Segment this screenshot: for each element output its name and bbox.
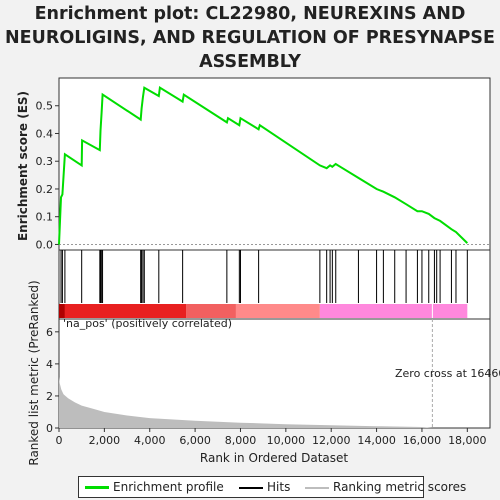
metric-ytick-label: 0	[46, 422, 53, 435]
legend-es-label: Enrichment profile	[113, 480, 224, 494]
metric-y-axis-label: Ranked list metric (PreRanked)	[27, 280, 41, 465]
xtick-label: 16,000	[403, 434, 442, 447]
es-ytick-label: 0.4	[36, 127, 54, 140]
legend-item-metric: Ranking metric scores	[305, 480, 466, 494]
es-yticks: 0.0 0.1 0.2 0.3 0.4 0.5	[36, 100, 490, 251]
band-segment-weak-pos	[235, 304, 320, 318]
band-segment-strong-pos	[59, 304, 187, 318]
metric-yticks: 0 2 4 6	[46, 326, 59, 435]
es-ytick-label: 0.2	[36, 183, 54, 196]
band-segment-pos	[186, 304, 236, 318]
legend: Enrichment profile Hits Ranking metric s…	[78, 476, 466, 498]
zero-cross-annotation: Zero cross at 16460	[395, 367, 500, 380]
xtick-label: 14,000	[357, 434, 396, 447]
es-ytick-label: 0.3	[36, 155, 54, 168]
xtick-label: 8,000	[225, 434, 257, 447]
chart-title: Enrichment plot: CL22980, NEUREXINS AND …	[0, 2, 500, 74]
legend-es-swatch	[85, 486, 109, 489]
metric-ytick-label: 6	[46, 326, 53, 339]
metric-ytick-label: 2	[46, 390, 53, 403]
metric-area	[59, 376, 468, 428]
xtick-label: 4,000	[134, 434, 166, 447]
metric-ytick-label: 4	[46, 358, 53, 371]
x-axis-label: Rank in Ordered Dataset	[200, 451, 348, 465]
ranking-color-band	[59, 304, 468, 318]
band-segment-top	[59, 304, 65, 318]
legend-hits-label: Hits	[267, 480, 291, 494]
es-ytick-label: 0.5	[36, 100, 54, 113]
positive-correlation-label: 'na_pos' (positively correlated)	[63, 317, 232, 330]
title-line-2: NEUROLIGINS, AND REGULATION OF PRESYNAPS…	[5, 28, 495, 48]
legend-metric-swatch	[305, 486, 329, 489]
xtick-label: 2,000	[89, 434, 121, 447]
legend-metric-label: Ranking metric scores	[333, 480, 467, 494]
legend-hits-swatch	[239, 486, 263, 489]
xtick-label: 6,000	[179, 434, 211, 447]
x-axis-ticks: 0 2,000 4,000 6,000 8,000 10,000 12,000 14,000 1…	[56, 428, 487, 447]
xtick-label: 0	[56, 434, 63, 447]
es-panel: 0.0 0.1 0.2 0.3 0.4 0.5 Enrichment score (ES)	[16, 77, 491, 251]
metric-panel: Zero cross at 16460 'na_pos' (positively…	[27, 280, 500, 465]
es-y-axis-label: Enrichment score (ES)	[16, 91, 30, 241]
es-plot-area	[58, 77, 491, 251]
es-line	[58, 86, 469, 245]
xtick-label: 12,000	[312, 434, 351, 447]
metric-plot-area	[58, 318, 491, 429]
hits-panel	[58, 249, 491, 320]
legend-item-es: Enrichment profile	[85, 480, 224, 494]
chart-canvas: 0.0 0.1 0.2 0.3 0.4 0.5 Enrichment score (ES)…	[16, 77, 500, 466]
es-ytick-label: 0.1	[36, 211, 54, 224]
title-line-3: ASSEMBLY	[199, 52, 301, 72]
es-ytick-label: 0.0	[36, 238, 54, 251]
band-segment-neg	[319, 304, 468, 318]
title-line-1: Enrichment plot: CL22980, NEUREXINS AND	[34, 4, 466, 24]
hit-lines	[60, 250, 468, 303]
legend-item-hits: Hits	[239, 480, 290, 494]
xtick-label: 10,000	[267, 434, 306, 447]
xtick-label: 18,000	[448, 434, 487, 447]
